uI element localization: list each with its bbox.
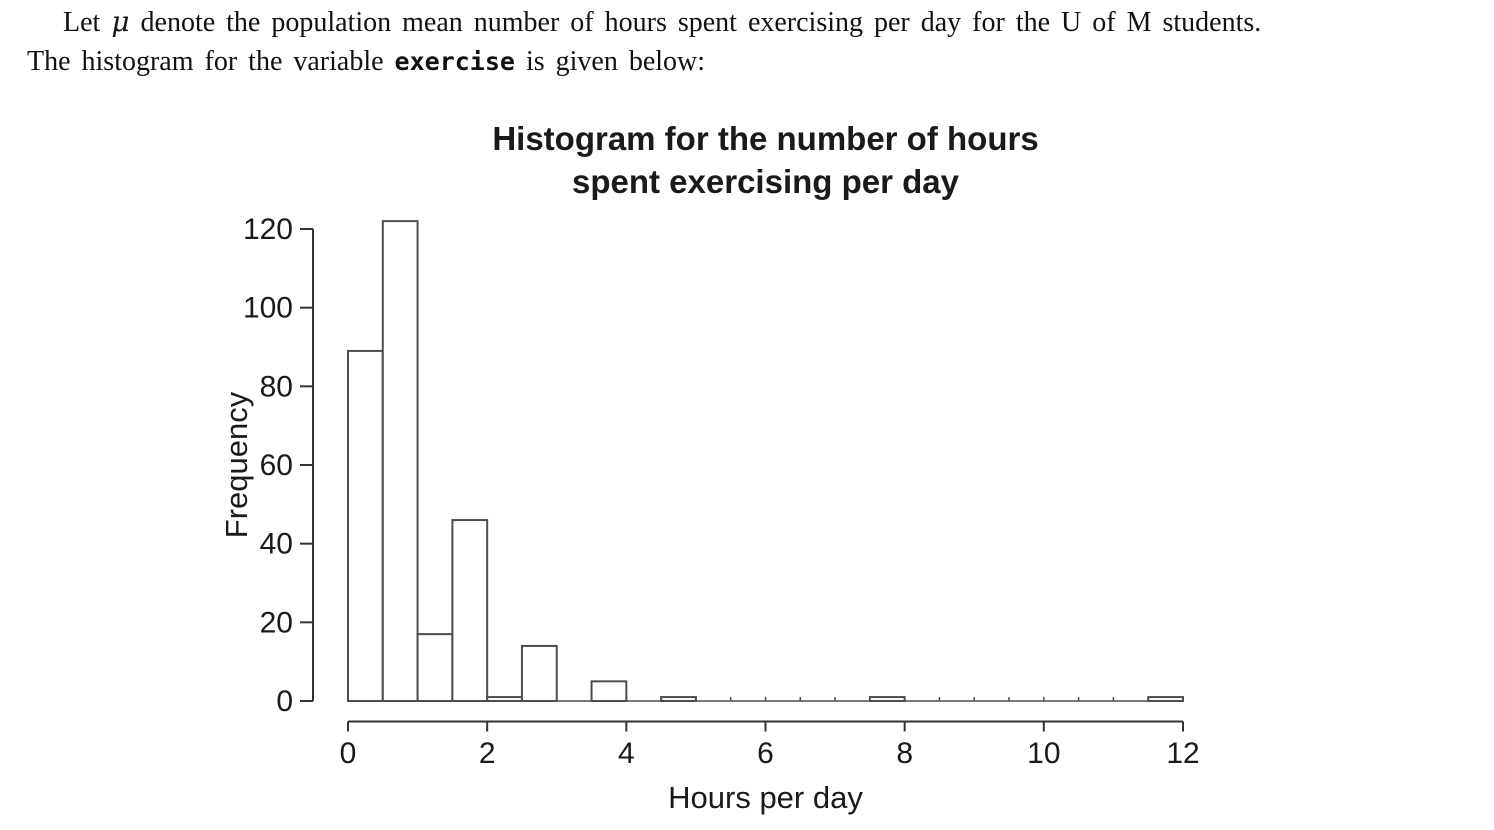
y-tick-label: 40 (260, 528, 293, 561)
x-tick-label: 8 (896, 737, 913, 770)
x-axis-title: Hours per day (668, 780, 863, 815)
histogram-bar (1147, 696, 1185, 702)
problem-line1-post: denote the population mean number of hou… (129, 7, 1262, 38)
variable-name-code: exercise (394, 47, 515, 76)
histogram-bar (451, 519, 489, 702)
histogram-bar (868, 696, 906, 702)
x-tick-label: 6 (757, 737, 774, 770)
y-tick-label: 60 (260, 449, 293, 482)
y-tick-label: 20 (260, 606, 293, 639)
histogram-bar (590, 680, 628, 702)
x-tick-label: 12 (1166, 737, 1199, 770)
problem-statement: Let μ denote the population mean number … (27, 2, 1467, 81)
x-tick-label: 4 (618, 737, 635, 770)
x-tick-label: 2 (479, 737, 496, 770)
problem-line2-pre: The histogram for the variable (27, 46, 395, 77)
chart-title-line1: Histogram for the number of hours (492, 120, 1038, 157)
problem-line2-post: is given below: (514, 46, 706, 77)
chart-title-line2: spent exercising per day (572, 163, 960, 200)
y-tick-label: 0 (276, 685, 293, 718)
mu-symbol: μ (111, 5, 130, 38)
histogram-bar (416, 633, 454, 703)
histogram-bar (486, 696, 523, 702)
x-tick-label: 10 (1027, 737, 1060, 770)
y-tick-label: 120 (243, 213, 293, 246)
problem-line-1: Let μ denote the population mean number … (27, 2, 1467, 42)
histogram-bar (520, 644, 558, 703)
histogram-bar (381, 220, 419, 702)
y-axis-title: Frequency (219, 391, 254, 538)
x-tick-label: 0 (340, 737, 357, 770)
y-tick-label: 80 (260, 370, 293, 403)
problem-line1-pre: Let (63, 7, 112, 38)
plot-area: 0 20 40 60 80 100 120 0 2 4 6 8 10 12 (243, 213, 1200, 770)
y-tick-label: 100 (243, 292, 293, 325)
histogram-bar (660, 696, 697, 702)
problem-line-2: The histogram for the variable exercise … (27, 42, 1467, 81)
histogram-bar (347, 349, 384, 702)
